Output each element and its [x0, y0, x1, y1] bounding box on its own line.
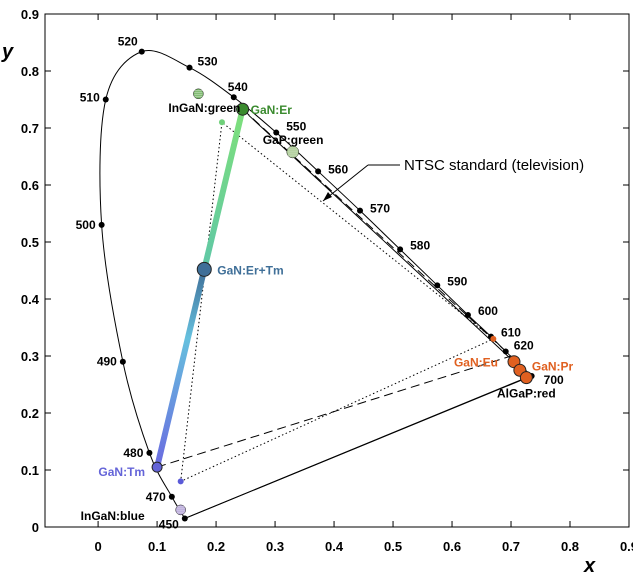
y-tick-label: 0.7 — [21, 121, 39, 136]
ntsc-annotation: NTSC standard (television) — [322, 157, 584, 202]
x-tick-label: 0.2 — [207, 539, 225, 554]
y-tick-label: 0.1 — [21, 463, 39, 478]
label-gan-er: GaN:Er — [251, 103, 293, 117]
x-axis-ticks: 0 0.1 0.2 0.3 0.4 0.5 0.6 0.7 0.8 0.9 — [94, 14, 633, 554]
wavelength-label: 700 — [544, 373, 564, 387]
spectral-locus: 450 470 480 490 500 510 520 530 540 550 560 570 580 5… — [76, 35, 564, 532]
plot-frame — [44, 13, 630, 528]
wavelength-label: 540 — [228, 80, 248, 94]
y-tick-label: 0.2 — [21, 406, 39, 421]
ntsc-red-primary — [490, 335, 497, 342]
wavelength-marker — [273, 129, 280, 136]
ntsc-arrow-head — [323, 192, 332, 201]
y-tick-label: 0.9 — [21, 7, 39, 22]
wavelength-label: 610 — [501, 326, 521, 340]
wavelength-marker — [230, 94, 237, 101]
er-tm-mixing-line — [154, 108, 246, 468]
point-algap-red — [519, 371, 533, 385]
wavelength-marker — [168, 493, 175, 500]
x-tick-label: 0.1 — [148, 539, 166, 554]
point-ingan-green — [193, 88, 204, 100]
wavelength-label: 450 — [159, 517, 179, 531]
x-tick-label: 0.7 — [502, 539, 520, 554]
point-ingan-blue — [175, 504, 186, 516]
wavelength-label: 590 — [447, 274, 467, 288]
ntsc-blue-primary — [177, 478, 184, 485]
wavelength-marker — [357, 207, 364, 214]
label-gan-er-tm: GaN:Er+Tm — [217, 263, 283, 277]
wavelength-label: 480 — [123, 446, 143, 460]
y-axis-title: y — [1, 41, 14, 63]
wavelength-label: 490 — [97, 355, 117, 369]
y-tick-label: 0.5 — [21, 235, 39, 250]
label-gan-pr: GaN:Pr — [532, 359, 574, 373]
y-tick-label: 0.4 — [21, 292, 40, 307]
x-tick-label: 0.8 — [561, 539, 579, 554]
point-gan-er — [236, 102, 250, 116]
ntsc-green-primary — [218, 119, 225, 126]
label-gap-green: GaP:green — [263, 133, 324, 147]
wavelength-label: 550 — [286, 120, 306, 134]
x-tick-label: 0.9 — [620, 539, 633, 554]
wavelength-marker — [434, 282, 441, 289]
point-gan-er-tm — [196, 261, 212, 277]
x-tick-label: 0.3 — [266, 539, 284, 554]
wavelength-marker — [119, 358, 126, 365]
x-tick-label: 0 — [94, 539, 101, 554]
mix-to-tm-band — [154, 268, 208, 468]
wavelength-marker — [102, 96, 109, 103]
label-algap-red: AlGaP:red — [497, 387, 556, 401]
y-tick-label: 0 — [32, 520, 39, 535]
label-ingan-blue: InGaN:blue — [81, 509, 145, 523]
wavelength-marker — [138, 48, 145, 55]
wavelength-label: 510 — [80, 91, 100, 105]
plot-area — [44, 13, 630, 528]
wavelength-label: 470 — [146, 490, 166, 504]
ntsc-label: NTSC standard (television) — [404, 157, 584, 174]
wavelength-label: 570 — [370, 202, 390, 216]
label-gan-tm: GaN:Tm — [98, 465, 145, 479]
wavelength-label: 530 — [198, 55, 218, 69]
wavelength-label: 580 — [410, 238, 430, 252]
wavelength-marker — [146, 449, 153, 456]
wavelength-label: 560 — [328, 162, 348, 176]
wavelength-marker — [186, 64, 193, 71]
x-tick-label: 0.5 — [384, 539, 402, 554]
y-tick-label: 0.3 — [21, 349, 39, 364]
wavelength-marker — [98, 221, 105, 228]
label-gan-eu: GaN:Eu — [454, 356, 498, 370]
x-tick-label: 0.4 — [325, 539, 344, 554]
x-axis-title: x — [583, 555, 596, 577]
gamut-solid-blue-red — [184, 377, 527, 519]
point-gan-tm — [151, 461, 163, 473]
wavelength-marker — [315, 168, 322, 175]
y-tick-label: 0.6 — [21, 178, 39, 193]
ntsc-leader-arrow — [322, 164, 369, 202]
wavelength-label: 500 — [76, 218, 96, 232]
y-axis-ticks: 0 0.1 0.2 0.3 0.4 0.5 0.6 0.7 0.8 0.9 — [21, 7, 629, 535]
emitter-points: GaN:Er GaN:Er+Tm GaN:Tm GaN:Eu GaN:Pr AlGaP:r… — [81, 88, 574, 523]
wavelength-marker — [397, 246, 404, 253]
label-ingan-green: InGaN:green — [168, 101, 240, 115]
wavelength-label: 600 — [478, 304, 498, 318]
y-tick-label: 0.8 — [21, 64, 39, 79]
er-to-mix-band — [201, 108, 246, 271]
wavelength-marker — [464, 311, 471, 318]
wavelength-label: 520 — [118, 35, 138, 49]
ntsc-triangle — [180, 121, 495, 483]
x-tick-label: 0.6 — [443, 539, 461, 554]
wavelength-label: 620 — [514, 338, 534, 352]
